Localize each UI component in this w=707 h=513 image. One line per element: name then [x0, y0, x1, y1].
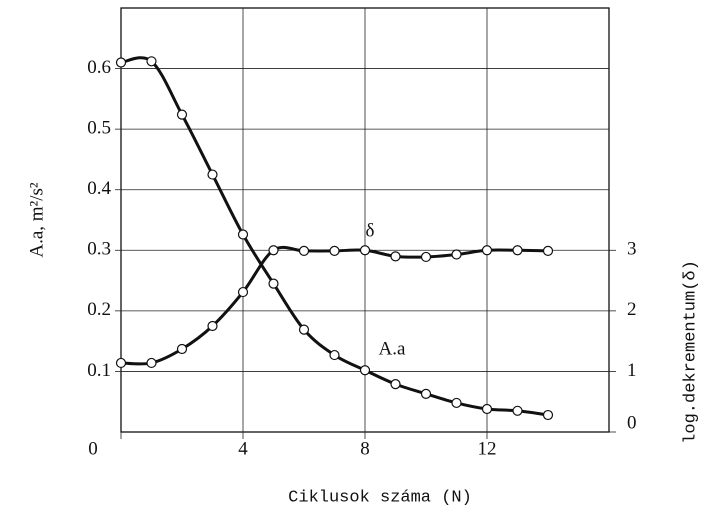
data-point — [542, 245, 554, 256]
data-point — [512, 245, 523, 256]
data-point — [298, 324, 310, 335]
data-point — [481, 403, 493, 415]
data-point — [329, 245, 340, 256]
data-point — [390, 251, 401, 262]
data-point — [298, 245, 310, 256]
data-point — [115, 357, 127, 369]
data-point — [237, 229, 249, 240]
y2-tick-label: 0 — [627, 412, 637, 433]
y-tick-label: 0.6 — [87, 57, 111, 78]
y-axis-label: A.a, m²/s² — [26, 182, 47, 258]
data-point — [420, 388, 432, 399]
y-tick-label: 0.2 — [87, 299, 111, 320]
data-point — [146, 357, 157, 369]
data-point — [542, 409, 554, 421]
data-point — [451, 249, 462, 260]
data-point — [268, 278, 279, 289]
data-point — [359, 245, 371, 256]
data-point — [176, 343, 188, 355]
x-tick-label: 0 — [88, 438, 98, 459]
data-point — [451, 397, 462, 409]
x-tick-label: 8 — [360, 438, 370, 459]
x-tick-label: 4 — [238, 438, 248, 459]
data-point — [268, 245, 279, 256]
y-tick-label: 0.3 — [87, 239, 111, 260]
y2-tick-label: 3 — [627, 239, 637, 260]
y2-tick-label: 1 — [627, 360, 637, 381]
y2-tick-label: 2 — [627, 299, 637, 320]
y-tick-label: 0.5 — [87, 118, 111, 139]
data-point — [115, 57, 127, 68]
data-point — [146, 56, 157, 67]
data-point — [512, 405, 523, 416]
series-label: δ — [366, 220, 375, 241]
x-tick-label: 12 — [478, 438, 497, 459]
data-point — [390, 379, 401, 390]
data-point — [207, 320, 218, 332]
x-axis-label: Ciklusok száma (N) — [288, 488, 472, 507]
data-point — [420, 251, 432, 263]
series-label: A.a — [379, 338, 406, 359]
data-point — [481, 245, 493, 256]
y-tick-label: 0.4 — [87, 178, 111, 199]
data-point — [329, 349, 340, 361]
data-point — [359, 365, 371, 376]
y2-axis-label: log.dekrementum(δ) — [681, 260, 700, 444]
data-point — [207, 169, 218, 180]
data-point — [237, 286, 249, 298]
y-tick-label: 0.1 — [87, 360, 111, 381]
data-point — [176, 109, 188, 120]
